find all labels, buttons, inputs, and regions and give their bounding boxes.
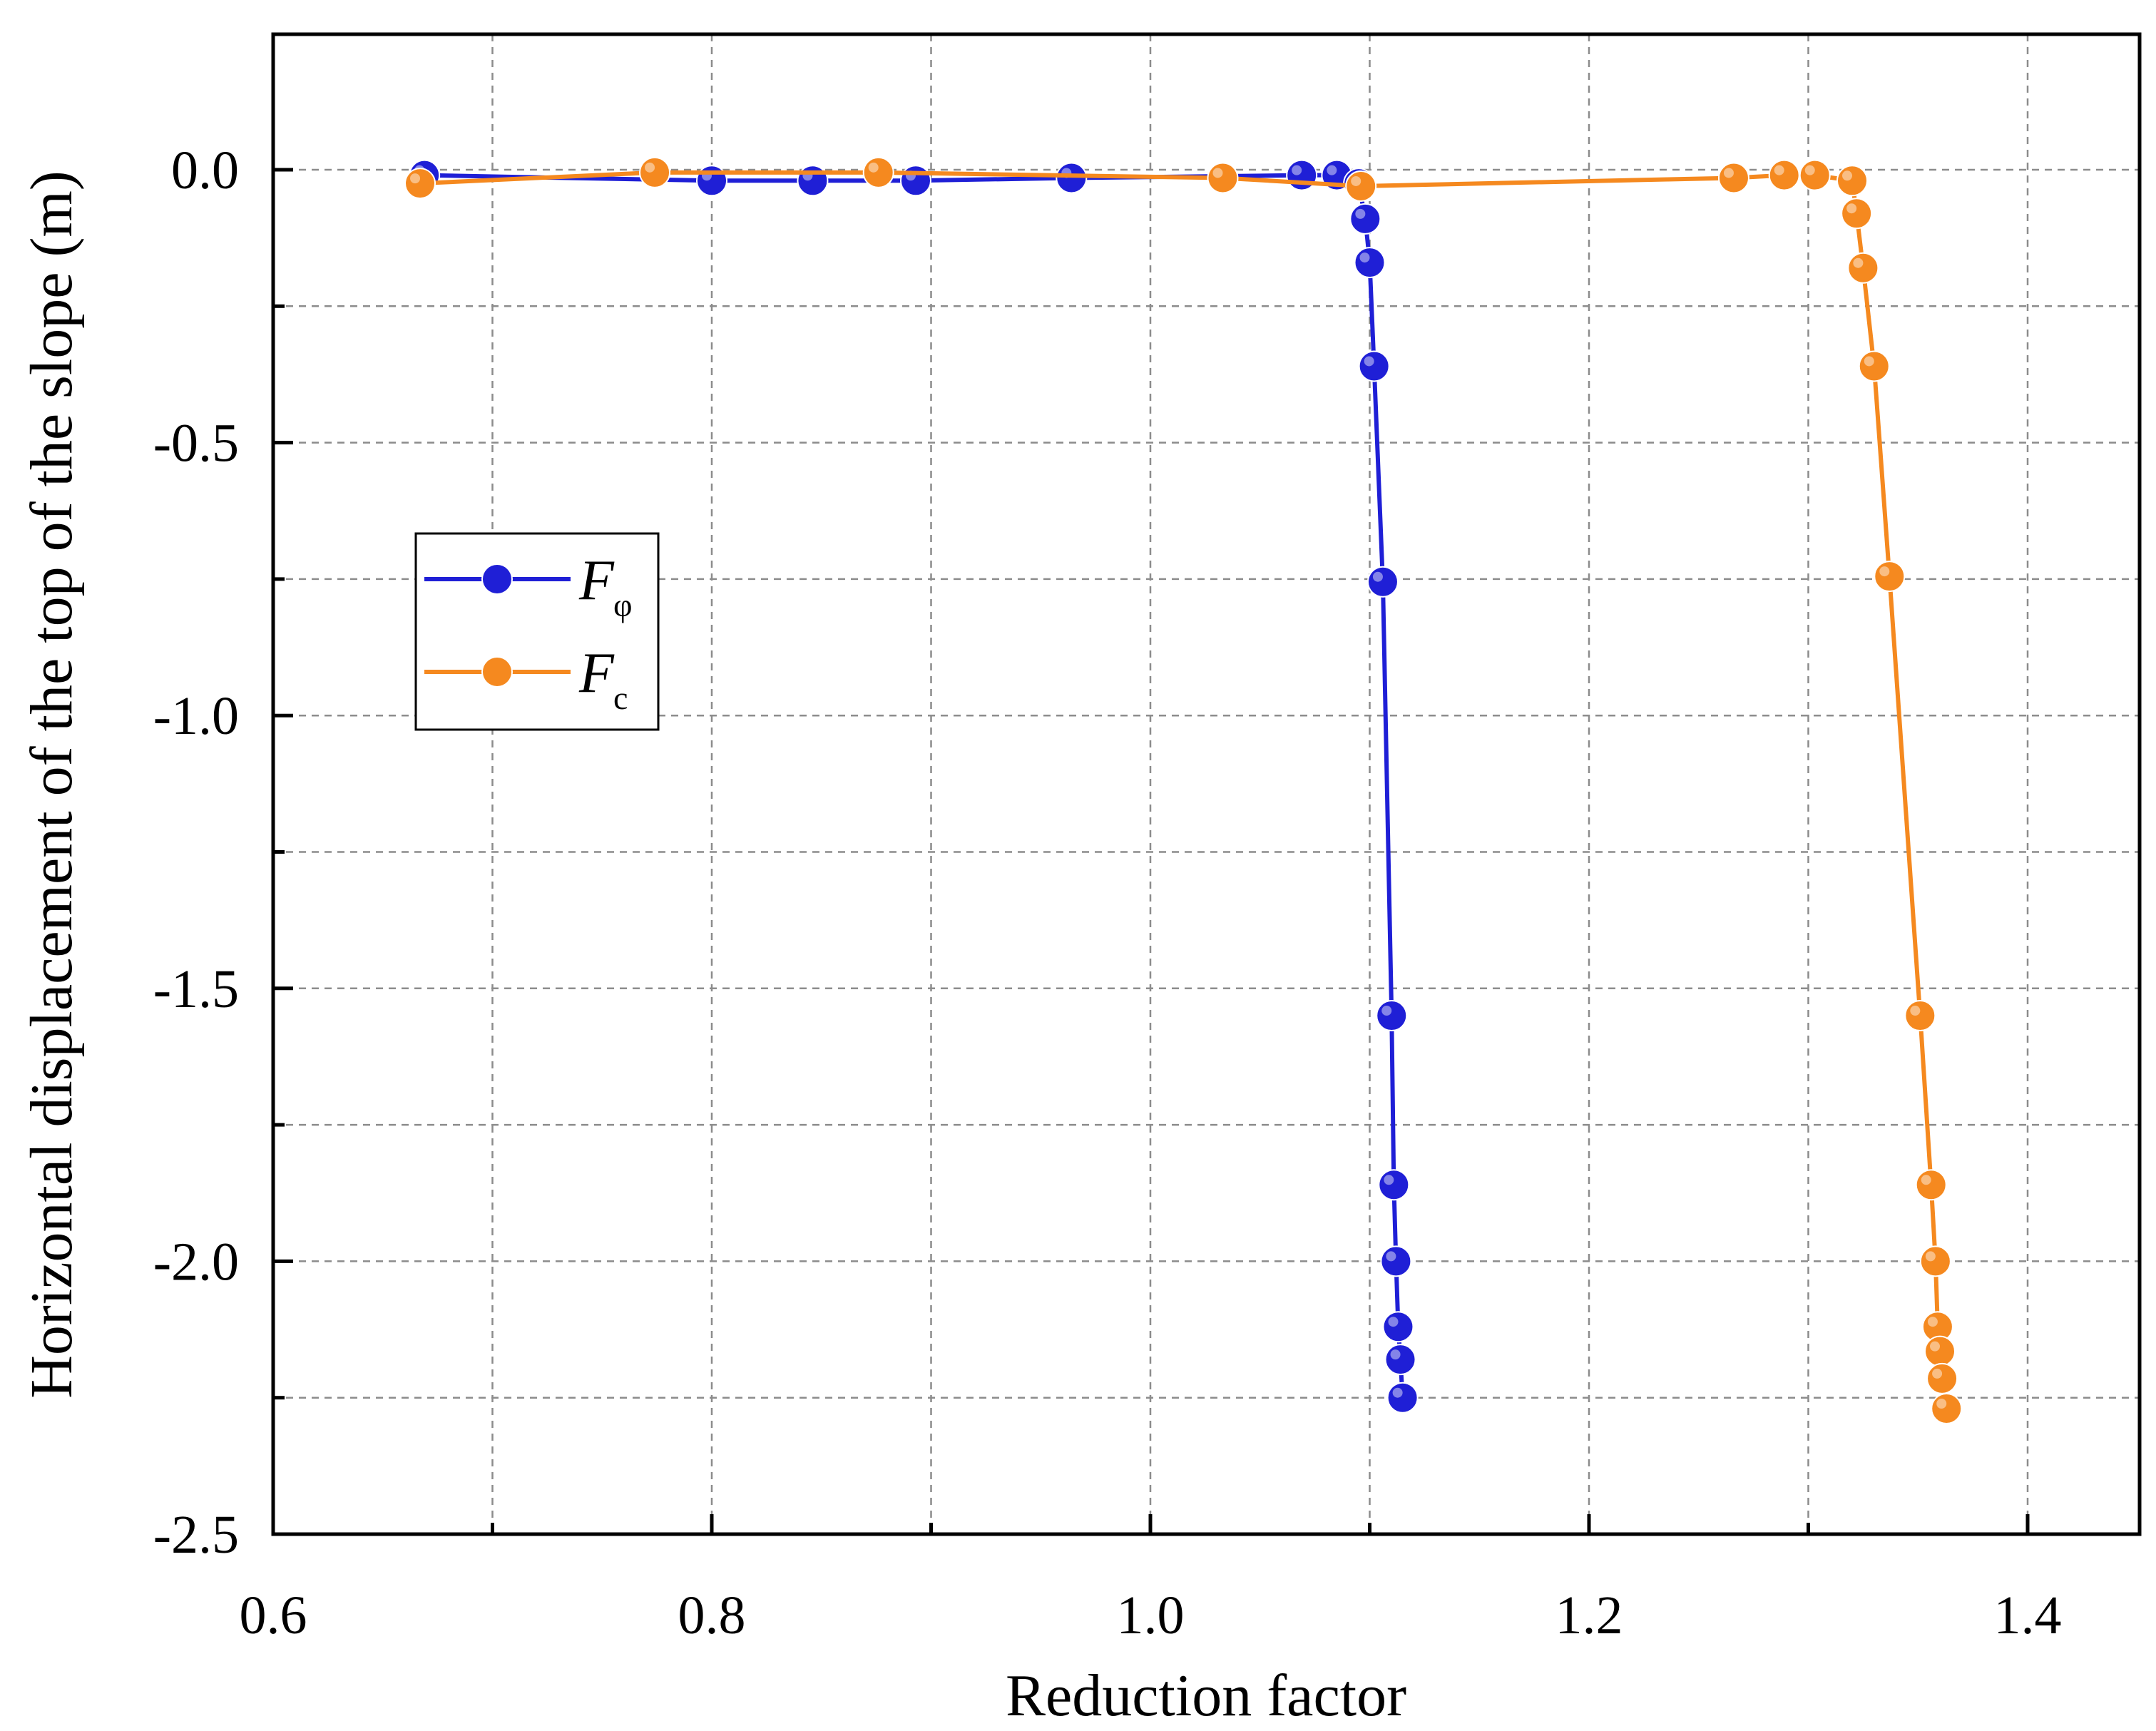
- data-point: [1286, 159, 1318, 191]
- series-layer: [404, 156, 1963, 1425]
- data-point-highlight: [1386, 1251, 1396, 1262]
- legend-box: [414, 532, 660, 731]
- y-tick-label: 0.0: [171, 141, 239, 200]
- data-point: [797, 165, 829, 197]
- legend-marker: [481, 563, 513, 595]
- axis-ticks: 0.6 0.8 1.0 1.2 1.4 0.0 -0.5 -1.0 -1.5 -2.0 -2.5: [153, 141, 2062, 1645]
- data-point-highlight: [1388, 1317, 1399, 1327]
- data-point: [1858, 350, 1890, 382]
- y-tick-label: -0.5: [153, 414, 239, 474]
- data-point: [1345, 170, 1377, 202]
- data-point-highlight: [1921, 1175, 1931, 1185]
- data-point: [1847, 252, 1879, 284]
- data-point: [1384, 1344, 1416, 1376]
- data-point: [1207, 162, 1239, 194]
- data-point-highlight: [1327, 165, 1337, 175]
- data-point: [1874, 561, 1906, 593]
- data-point: [1380, 1245, 1412, 1277]
- data-point-highlight: [1864, 356, 1874, 367]
- y-tick-label: -1.0: [153, 686, 239, 746]
- y-axis-label: Horizontal displacement of the top of th…: [19, 170, 85, 1399]
- data-point: [1841, 198, 1873, 230]
- data-point-highlight: [1879, 566, 1890, 577]
- data-point: [639, 156, 671, 188]
- data-point: [899, 165, 931, 197]
- x-tick-label: 1.0: [1117, 1586, 1185, 1645]
- data-point-highlight: [410, 173, 421, 184]
- data-point: [1768, 159, 1800, 191]
- legend-subscript: c: [613, 680, 628, 716]
- data-point: [404, 168, 436, 200]
- data-point: [1378, 1169, 1410, 1201]
- data-point-highlight: [1381, 1006, 1392, 1016]
- data-point-highlight: [1853, 257, 1864, 268]
- data-point-highlight: [1351, 175, 1361, 186]
- x-tick-label: 0.6: [240, 1586, 307, 1645]
- data-point-highlight: [1384, 1175, 1394, 1185]
- plot-frame: [271, 32, 2142, 1536]
- data-point-highlight: [1292, 165, 1302, 175]
- data-point-highlight: [1927, 1317, 1938, 1327]
- data-point: [1926, 1362, 1958, 1394]
- legend-subscript: φ: [613, 587, 633, 623]
- x-tick-label: 0.8: [678, 1586, 746, 1645]
- data-point-highlight: [1723, 168, 1734, 178]
- data-point-highlight: [1930, 1341, 1940, 1352]
- data-point: [1836, 165, 1868, 197]
- data-point: [696, 165, 727, 197]
- data-point: [1904, 1000, 1936, 1032]
- data-point-highlight: [1390, 1349, 1401, 1360]
- data-point-highlight: [1355, 208, 1366, 219]
- data-point: [1915, 1169, 1947, 1201]
- x-tick-label: 1.2: [1555, 1586, 1623, 1645]
- data-point: [1382, 1311, 1414, 1343]
- series-f-c: [404, 156, 1963, 1425]
- data-point: [862, 156, 894, 188]
- data-point-highlight: [1359, 252, 1370, 263]
- data-point-highlight: [1804, 165, 1815, 175]
- legend-label: F: [578, 549, 615, 612]
- data-point: [1919, 1245, 1951, 1277]
- data-point-highlight: [1910, 1006, 1921, 1016]
- data-point-highlight: [1936, 1399, 1947, 1409]
- data-point: [1386, 1382, 1419, 1414]
- data-point-highlight: [1842, 170, 1852, 181]
- data-point-highlight: [1925, 1251, 1936, 1262]
- data-point: [1349, 203, 1381, 235]
- data-point-highlight: [1392, 1387, 1403, 1398]
- data-point: [1931, 1393, 1963, 1425]
- data-point: [1376, 1000, 1408, 1032]
- data-point: [1717, 162, 1749, 194]
- data-point-highlight: [1372, 571, 1383, 582]
- data-point: [1924, 1335, 1956, 1367]
- data-point-highlight: [868, 162, 879, 173]
- data-point: [1366, 566, 1399, 598]
- y-tick-label: -1.5: [153, 959, 239, 1019]
- data-point-highlight: [1774, 165, 1784, 175]
- data-point-highlight: [1846, 203, 1857, 214]
- x-tick-label: 1.4: [1994, 1586, 2062, 1645]
- data-point-highlight: [1932, 1368, 1943, 1379]
- data-point-highlight: [645, 162, 655, 173]
- data-point: [1358, 350, 1390, 382]
- grid: [273, 34, 2140, 1534]
- x-axis-label: Reduction factor: [1006, 1663, 1406, 1729]
- legend-marker: [481, 656, 513, 688]
- y-tick-label: -2.5: [153, 1505, 239, 1565]
- y-tick-label: -2.0: [153, 1232, 239, 1292]
- legend-label: F: [578, 642, 615, 705]
- data-point: [1799, 159, 1831, 191]
- data-point: [1056, 162, 1088, 194]
- data-point: [1354, 247, 1386, 279]
- data-point-highlight: [1364, 356, 1374, 367]
- data-point-highlight: [1212, 168, 1223, 178]
